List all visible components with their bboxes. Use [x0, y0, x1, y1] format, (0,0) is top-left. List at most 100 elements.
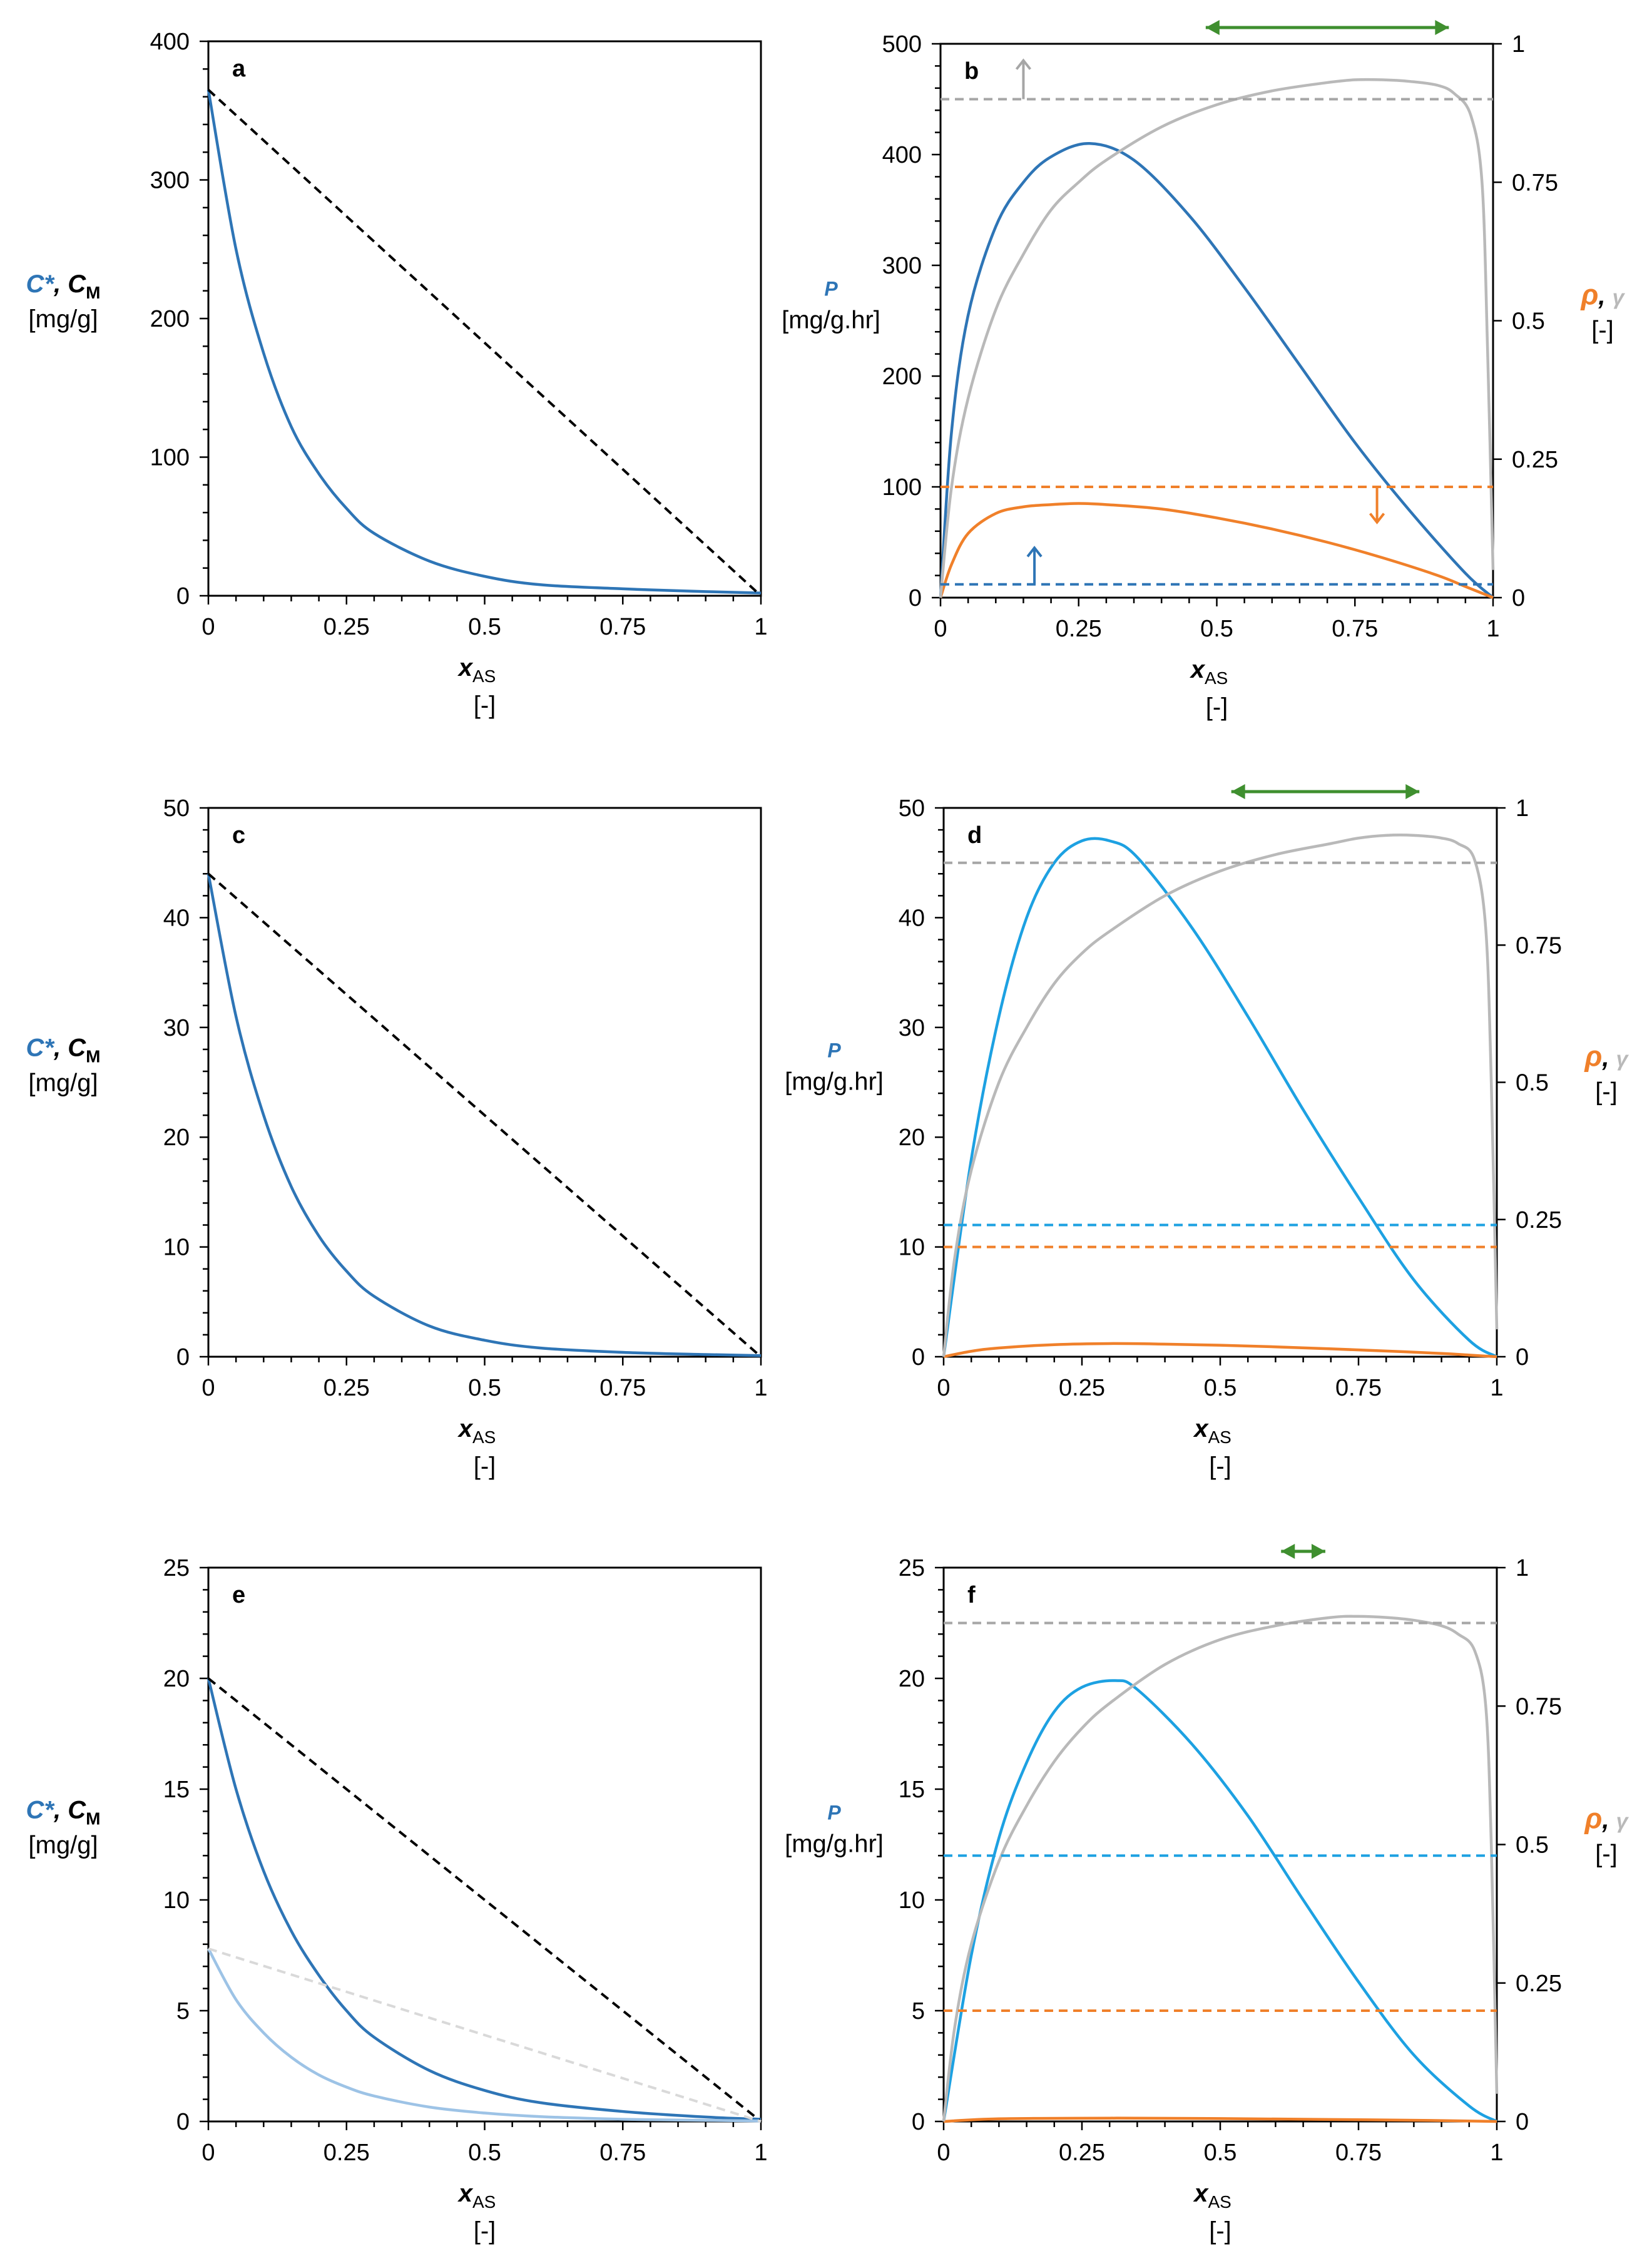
- series---line: [943, 1342, 1497, 1359]
- panel-label: e: [232, 1582, 245, 1608]
- x-tick-label: 1: [1486, 616, 1499, 642]
- x-tick-label: 0.5: [468, 614, 501, 640]
- x-axis-title: xAS: [457, 1415, 496, 1447]
- y-axis-title: P: [827, 1039, 841, 1062]
- x-axis-unit: [-]: [1209, 2217, 1231, 2245]
- x-axis-title: xAS: [457, 2180, 496, 2212]
- panel-label: c: [232, 822, 245, 849]
- series-c--line: [206, 1678, 762, 2121]
- y2-tick-label: 1: [1516, 795, 1529, 822]
- x-tick-label: 1: [1490, 2140, 1503, 2166]
- series-c-m-line: [207, 89, 762, 597]
- x-tick-label: 0.5: [468, 1375, 501, 1401]
- y-tick-label: 0: [176, 1344, 190, 1370]
- feasible-range-arrowhead-left: [1231, 784, 1245, 799]
- series-c--line: [206, 89, 762, 595]
- y-tick-label: 10: [163, 1887, 190, 1914]
- x-tick-label: 0.75: [1332, 616, 1378, 642]
- series-c--line: [206, 873, 762, 1357]
- x-tick-label: 0.25: [324, 614, 370, 640]
- y2-tick-label: 0.25: [1512, 447, 1558, 473]
- x-tick-label: 0.5: [468, 2140, 501, 2166]
- x-tick-label: 0: [201, 1375, 215, 1401]
- y-tick-label: 15: [163, 1777, 190, 1803]
- panel-b-chart: 0 0.25 0.5 0.75 1010020030040050000.250.50.7…: [782, 20, 1626, 721]
- x-axis-unit: [-]: [1206, 693, 1228, 721]
- y2-axis-unit: [-]: [1595, 1078, 1618, 1106]
- y-tick-label: 400: [882, 142, 922, 168]
- panel-c-frame: [207, 807, 762, 1358]
- y2-tick-label: 1: [1516, 1555, 1529, 1581]
- y-tick-label: 20: [899, 1666, 925, 1692]
- x-tick-label: 0.75: [599, 1375, 646, 1401]
- x-axis-unit: [-]: [474, 1452, 496, 1480]
- x-tick-label: 0.75: [599, 2140, 646, 2166]
- x-tick-label: 1: [754, 614, 767, 640]
- y-tick-label: 15: [899, 1777, 925, 1803]
- panel-label: d: [967, 822, 982, 849]
- feasible-range-arrowhead-left: [1205, 20, 1220, 35]
- annotation-arrowhead: [1369, 513, 1385, 524]
- series---line: [939, 78, 1495, 598]
- y2-tick-label: 0: [1516, 2109, 1529, 2135]
- feasible-range-arrowhead-right: [1405, 784, 1420, 799]
- x-axis-title: xAS: [1193, 1415, 1231, 1447]
- x-tick-label: 0: [934, 616, 947, 642]
- y-axis-title: P: [824, 278, 838, 300]
- x-tick-label: 1: [754, 2140, 767, 2166]
- y2-tick-label: 0: [1516, 1344, 1529, 1370]
- series---line: [942, 1615, 1499, 2122]
- series-c-m-line: [207, 1677, 762, 2123]
- y2-axis-title: ρ, γ: [1583, 1040, 1629, 1073]
- annotation-arrowhead: [1015, 58, 1032, 70]
- y-axis-title: C*, CM: [26, 1034, 101, 1066]
- y-tick-label: 400: [150, 29, 190, 55]
- series---line: [943, 2116, 1497, 2123]
- x-tick-label: 0: [937, 1375, 950, 1401]
- annotation-arrowhead: [1026, 546, 1043, 558]
- y-tick-label: 30: [163, 1015, 190, 1041]
- x-tick-label: 0.25: [324, 2140, 370, 2166]
- y-tick-label: 20: [899, 1125, 925, 1151]
- y-tick-label: 300: [882, 253, 922, 279]
- y2-tick-label: 0.5: [1516, 1070, 1549, 1096]
- y-tick-label: 0: [912, 1344, 925, 1370]
- y2-tick-label: 0.75: [1516, 1693, 1562, 1720]
- panel-f-frame: [942, 1566, 1498, 2123]
- x-tick-label: 1: [754, 1375, 767, 1401]
- y-tick-label: 20: [163, 1125, 190, 1151]
- y-tick-label: 40: [163, 905, 190, 931]
- x-tick-label: 0: [201, 2140, 215, 2166]
- x-axis-title: xAS: [457, 654, 496, 686]
- y-axis-unit: [mg/g.hr]: [785, 1068, 884, 1096]
- y2-axis-unit: [-]: [1595, 1840, 1618, 1868]
- panel-a-frame: [207, 40, 762, 597]
- y2-tick-label: 0.5: [1512, 309, 1545, 335]
- y-tick-label: 300: [150, 168, 190, 194]
- y2-tick-label: 0.25: [1516, 1207, 1562, 1233]
- y-tick-label: 10: [899, 1235, 925, 1261]
- feasible-range-arrowhead-right: [1311, 1544, 1325, 1559]
- x-tick-label: 0.75: [1335, 2140, 1382, 2166]
- y-tick-label: 200: [150, 306, 190, 332]
- y-axis-unit: [mg/g]: [28, 1069, 98, 1097]
- x-axis-title: xAS: [1190, 656, 1228, 688]
- x-tick-label: 0.75: [1335, 1375, 1382, 1401]
- y-tick-label: 0: [176, 2109, 190, 2135]
- y-tick-label: 0: [909, 585, 922, 611]
- x-tick-label: 1: [1490, 1375, 1503, 1401]
- y-axis-title: C*, CM: [26, 1797, 101, 1829]
- x-tick-label: 0.5: [1204, 1375, 1237, 1401]
- y-tick-label: 5: [176, 1998, 190, 2024]
- feasible-range-arrowhead-right: [1435, 20, 1449, 35]
- y-tick-label: 30: [899, 1015, 925, 1041]
- panel-e-frame: [207, 1566, 762, 2123]
- y-tick-label: 20: [163, 1666, 190, 1692]
- x-tick-label: 0.75: [599, 614, 646, 640]
- series-c-m-light--line: [208, 1947, 762, 2123]
- y2-axis-title: ρ, γ: [1583, 1802, 1629, 1835]
- series---line: [942, 834, 1499, 1357]
- y-tick-label: 200: [882, 364, 922, 390]
- y-tick-label: 5: [912, 1998, 925, 2024]
